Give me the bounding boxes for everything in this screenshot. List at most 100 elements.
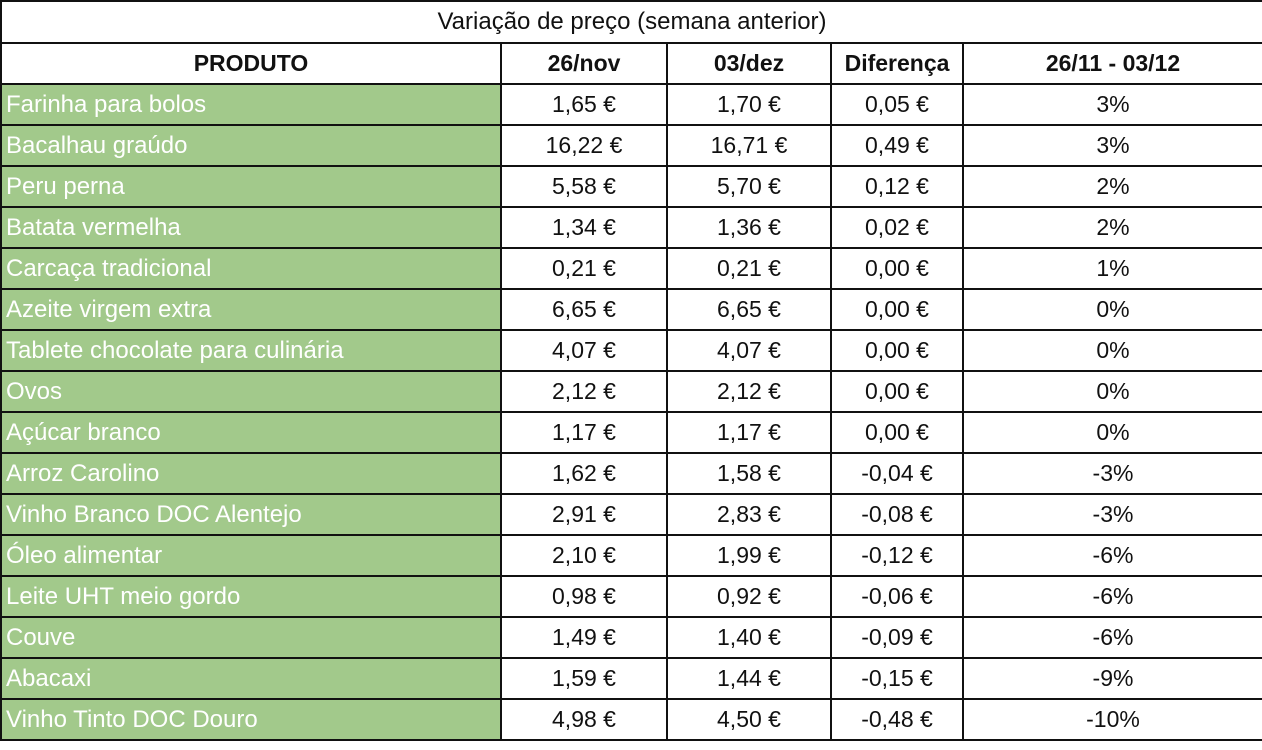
table-row: Vinho Tinto DOC Douro 4,98 €4,50 € -0,48 €… [0,698,1262,741]
price-03dez-cell: 5,70 € [666,165,832,208]
difference-cell: 0,00 € [830,411,964,454]
difference-cell: -0,48 € [830,698,964,741]
percent-change-cell: 3% [962,124,1262,167]
price-03dez-cell: 2,83 € [666,493,832,536]
column-header: 26/11 - 03/12 [962,42,1262,85]
table-title: Variação de preço (semana anterior) [0,0,1262,44]
column-header: Diferença [830,42,964,85]
table-row: Ovos 2,12 €2,12 €0,00 €0% [0,370,1262,413]
percent-change-cell: 0% [962,329,1262,372]
percent-change-cell: -6% [962,575,1262,618]
table-row: Arroz Carolino 1,62 €1,58 € -0,04 € -3% [0,452,1262,495]
difference-cell: -0,04 € [830,452,964,495]
product-cell: Carcaça tradicional [0,247,502,290]
product-cell: Óleo alimentar [0,534,502,577]
price-26nov-cell: 5,58 € [500,165,668,208]
price-03dez-cell: 1,17 € [666,411,832,454]
price-26nov-cell: 2,91 € [500,493,668,536]
table-row: Leite UHT meio gordo 0,98 €0,92 € -0,06 € -… [0,575,1262,618]
price-03dez-cell: 4,50 € [666,698,832,741]
price-03dez-cell: 1,70 € [666,83,832,126]
table-row: Azeite virgem extra 6,65 €6,65 €0,00 €0% [0,288,1262,331]
table-row: Óleo alimentar 2,10 €1,99 € -0,12 € -6% [0,534,1262,577]
percent-change-cell: 2% [962,206,1262,249]
price-26nov-cell: 1,65 € [500,83,668,126]
table-row: Tablete chocolate para culinária 4,07 €4,… [0,329,1262,372]
difference-cell: -0,15 € [830,657,964,700]
price-03dez-cell: 16,71 € [666,124,832,167]
difference-cell: 0,00 € [830,370,964,413]
price-03dez-cell: 0,21 € [666,247,832,290]
column-header: PRODUTO [0,42,502,85]
product-cell: Farinha para bolos [0,83,502,126]
header-row: PRODUTO 26/nov 03/dez Diferença 26/11 - 03/1… [0,42,1262,85]
product-cell: Vinho Tinto DOC Douro [0,698,502,741]
table-row: Batata vermelha 1,34 €1,36 €0,02 €2% [0,206,1262,249]
percent-change-cell: -6% [962,534,1262,577]
table-row: Abacaxi 1,59 €1,44 € -0,15 € -9% [0,657,1262,700]
percent-change-cell: -3% [962,493,1262,536]
price-26nov-cell: 6,65 € [500,288,668,331]
table-row: Bacalhau graúdo 16,22 €16,71 €0,49 €3% [0,124,1262,167]
price-26nov-cell: 4,98 € [500,698,668,741]
product-cell: Ovos [0,370,502,413]
price-03dez-cell: 1,99 € [666,534,832,577]
price-26nov-cell: 2,10 € [500,534,668,577]
percent-change-cell: 0% [962,411,1262,454]
product-cell: Batata vermelha [0,206,502,249]
price-26nov-cell: 2,12 € [500,370,668,413]
price-03dez-cell: 1,58 € [666,452,832,495]
price-03dez-cell: 1,36 € [666,206,832,249]
price-26nov-cell: 4,07 € [500,329,668,372]
product-cell: Peru perna [0,165,502,208]
table-row: Carcaça tradicional 0,21 €0,21 €0,00 €1% [0,247,1262,290]
product-cell: Leite UHT meio gordo [0,575,502,618]
table-row: Peru perna 5,58 €5,70 €0,12 €2% [0,165,1262,208]
price-03dez-cell: 0,92 € [666,575,832,618]
difference-cell: -0,06 € [830,575,964,618]
difference-cell: 0,12 € [830,165,964,208]
product-cell: Abacaxi [0,657,502,700]
product-cell: Arroz Carolino [0,452,502,495]
percent-change-cell: 3% [962,83,1262,126]
difference-cell: 0,05 € [830,83,964,126]
price-26nov-cell: 0,21 € [500,247,668,290]
difference-cell: 0,02 € [830,206,964,249]
table-row: Açúcar branco 1,17 €1,17 €0,00 €0% [0,411,1262,454]
difference-cell: -0,08 € [830,493,964,536]
percent-change-cell: -9% [962,657,1262,700]
percent-change-cell: -3% [962,452,1262,495]
difference-cell: -0,12 € [830,534,964,577]
product-cell: Tablete chocolate para culinária [0,329,502,372]
column-header: 26/nov [500,42,668,85]
difference-cell: -0,09 € [830,616,964,659]
price-26nov-cell: 1,59 € [500,657,668,700]
product-cell: Bacalhau graúdo [0,124,502,167]
percent-change-cell: 2% [962,165,1262,208]
percent-change-cell: -10% [962,698,1262,741]
difference-cell: 0,49 € [830,124,964,167]
percent-change-cell: 0% [962,370,1262,413]
table-row: Couve 1,49 €1,40 € -0,09 € -6% [0,616,1262,659]
product-cell: Azeite virgem extra [0,288,502,331]
price-26nov-cell: 1,49 € [500,616,668,659]
price-26nov-cell: 16,22 € [500,124,668,167]
price-03dez-cell: 1,44 € [666,657,832,700]
difference-cell: 0,00 € [830,288,964,331]
table-row: Vinho Branco DOC Alentejo 2,91 €2,83 € -0,… [0,493,1262,536]
price-03dez-cell: 6,65 € [666,288,832,331]
product-cell: Açúcar branco [0,411,502,454]
product-cell: Couve [0,616,502,659]
table-row: Farinha para bolos 1,65 €1,70 €0,05 €3% [0,83,1262,126]
column-header: 03/dez [666,42,832,85]
price-03dez-cell: 2,12 € [666,370,832,413]
percent-change-cell: -6% [962,616,1262,659]
price-03dez-cell: 1,40 € [666,616,832,659]
percent-change-cell: 1% [962,247,1262,290]
price-03dez-cell: 4,07 € [666,329,832,372]
difference-cell: 0,00 € [830,329,964,372]
price-26nov-cell: 1,62 € [500,452,668,495]
percent-change-cell: 0% [962,288,1262,331]
product-cell: Vinho Branco DOC Alentejo [0,493,502,536]
